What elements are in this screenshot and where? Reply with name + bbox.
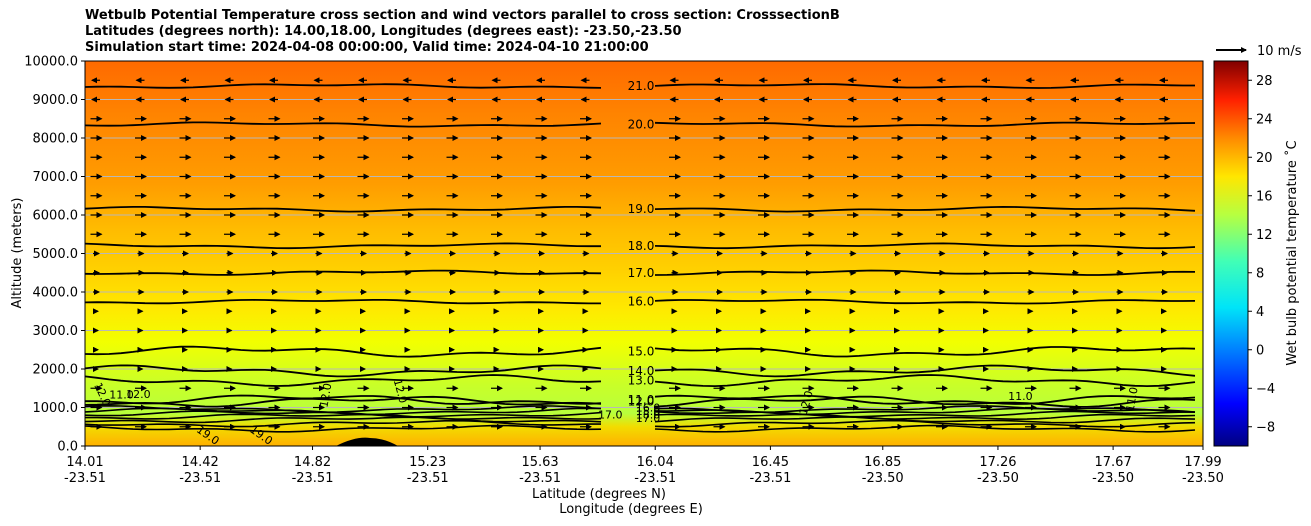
colorbar-tick-label: −4	[1256, 382, 1275, 397]
y-axis-label: Altitude (meters)	[10, 198, 25, 309]
y-tick-label: 8000.0	[33, 132, 79, 147]
contour-line	[84, 364, 1196, 378]
chart-title-line-3: Simulation start time: 2024-04-08 00:00:…	[85, 40, 649, 55]
colorbar	[1213, 60, 1249, 447]
contour-label-small: 12.0	[126, 388, 151, 401]
contour-label-small: 17.0	[598, 408, 623, 421]
y-tick-label: 5000.0	[33, 247, 79, 262]
colorbar-tick-label: 0	[1256, 343, 1264, 358]
colorbar-tick-label: 8	[1256, 266, 1264, 281]
x-tick-label-lat: 15.23	[409, 455, 446, 470]
colorbar-tick-label: 4	[1256, 305, 1264, 320]
quiver-key: 10 m/s	[1216, 44, 1302, 59]
x-tick-label-lon: -23.51	[407, 471, 449, 486]
colorbar-tick-label: 12	[1256, 228, 1273, 243]
contour-label: 19.0	[628, 202, 655, 216]
contour-label: 14.0	[628, 364, 655, 378]
colorbar-tick-label: 20	[1256, 151, 1273, 166]
y-tick-label: 0.0	[57, 440, 78, 455]
contour-label: 17.0	[628, 266, 655, 280]
contour-labels: 21.020.019.018.017.016.015.014.013.012.0…	[91, 79, 1141, 448]
colorbar-label: Wet bulb potential temperature ˚C	[1284, 140, 1300, 365]
y-tick-label: 10000.0	[24, 55, 78, 70]
contour-label-small: 11.0	[1008, 390, 1033, 403]
x-tick-label-lat: 16.85	[864, 455, 901, 470]
contour-label: 15.0	[628, 345, 655, 359]
colorbar-tick-label: 16	[1256, 189, 1273, 204]
contour-label-small: 12.0	[391, 378, 410, 405]
quiver-key-label: 10 m/s	[1257, 44, 1302, 59]
wind-vectors	[90, 77, 1171, 430]
x-tick-label-lat: 17.26	[979, 455, 1016, 470]
y-tick-label: 2000.0	[33, 363, 79, 378]
x-tick-label-lat: 17.67	[1095, 455, 1132, 470]
x-tick-label-lat: 14.82	[294, 455, 331, 470]
contour-line	[84, 269, 1196, 276]
contour-line	[84, 121, 1196, 128]
contour-line	[84, 83, 1195, 89]
contour-label: 21.0	[628, 79, 655, 93]
x-tick-label-lat: 16.45	[752, 455, 789, 470]
contour-label: 18.0	[628, 239, 655, 253]
contour-line	[84, 345, 1196, 358]
colorbar-tick-label: 24	[1256, 112, 1273, 127]
contour-line	[84, 404, 1196, 414]
y-axis: 0.0 1000.0 2000.0 3000.0 4000.0 5000.0 6000.0 7…	[24, 55, 85, 455]
contour-line	[85, 413, 1196, 421]
contour-label: 13.0	[628, 374, 655, 388]
x-tick-label-lat: 16.04	[637, 455, 674, 470]
x-tick-label-lon: -23.50	[862, 471, 904, 486]
terrain	[336, 437, 398, 446]
contour-line	[84, 424, 1196, 433]
y-tick-label: 6000.0	[33, 209, 79, 224]
y-tick-label: 9000.0	[33, 93, 79, 108]
contour-label-low: 15.0	[636, 405, 661, 418]
contour-line	[85, 394, 1196, 405]
x-tick-label-lon: -23.51	[634, 471, 676, 486]
chart-title-line-1: Wetbulb Potential Temperature cross sect…	[85, 8, 840, 23]
x-tick-label-lat: 14.42	[182, 455, 219, 470]
x-tick-label-lat: 15.63	[521, 455, 558, 470]
x-tick-label-lon: -23.51	[519, 471, 561, 486]
x-axis-label-2: Longitude (degrees E)	[559, 502, 703, 517]
contour-lines	[84, 83, 1196, 433]
chart-title-line-2: Latitudes (degrees north): 14.00,18.00, …	[85, 24, 682, 39]
x-tick-label-lon: -23.51	[64, 471, 106, 486]
contour-label: 11.0	[628, 393, 655, 407]
colorbar-ticks: −8 −4 0 4 8 12 16 20 24 28	[1248, 74, 1275, 435]
colorbar-tick-label: 28	[1256, 74, 1273, 89]
x-tick-label-lon: -23.50	[1182, 471, 1224, 486]
contour-line	[84, 374, 1196, 388]
contour-label: 12.0	[628, 395, 655, 409]
x-tick-label-lon: -23.51	[749, 471, 791, 486]
contour-label-small: 11.0	[1124, 386, 1141, 412]
y-tick-label: 7000.0	[33, 170, 79, 185]
x-axis-label: Latitude (degrees N)	[532, 487, 666, 502]
contour-label-small: 12.0	[317, 382, 334, 408]
x-axis: 14.01-23.5114.42-23.5114.82-23.5115.23-2…	[64, 446, 1224, 486]
x-tick-label-lat: 17.99	[1184, 455, 1221, 470]
x-tick-label-lon: -23.50	[1092, 471, 1134, 486]
contour-label-small: 11.0	[109, 388, 134, 401]
contour-label: 20.0	[628, 118, 655, 132]
y-tick-label: 3000.0	[33, 324, 79, 339]
contour-label-low: 16.0	[636, 402, 661, 415]
contour-label-low: 18.0	[636, 408, 661, 421]
contour-label-low: 17.0	[636, 412, 661, 425]
x-tick-label-lon: -23.50	[977, 471, 1019, 486]
colorbar-tick-label: −8	[1256, 420, 1275, 435]
contour-label-small: 12.0	[797, 389, 816, 416]
y-tick-label: 4000.0	[33, 286, 79, 301]
contour-line	[84, 298, 1196, 305]
x-tick-label-lat: 14.01	[66, 455, 103, 470]
contour-line	[84, 242, 1196, 250]
y-tick-label: 1000.0	[33, 401, 79, 416]
contour-label: 16.0	[628, 295, 655, 309]
contour-line	[84, 416, 1196, 424]
x-tick-label-lon: -23.51	[292, 471, 334, 486]
x-tick-label-lon: -23.51	[179, 471, 221, 486]
contour-line	[84, 205, 1196, 213]
